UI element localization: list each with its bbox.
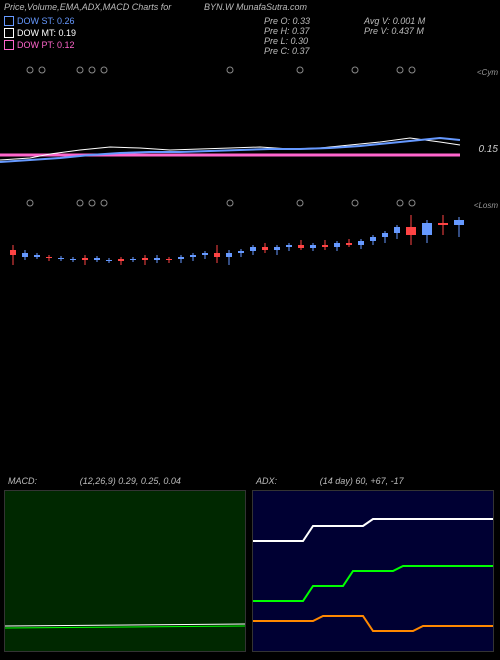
top-chart-svg: [0, 60, 470, 190]
chart-title-left: Price,Volume,EMA,ADX,MACD Charts for: [4, 2, 171, 12]
price-mark-label: 0.15: [479, 144, 498, 155]
adx-params: (14 day) 60, +67, -17: [320, 476, 404, 486]
macd-label-row: MACD: (12,26,9) 0.29, 0.25, 0.04: [8, 476, 181, 487]
indicator-box-icon: [4, 16, 14, 26]
stats-col1: Pre O: 0.33 Pre H: 0.37 Pre L: 0.30 Pre …: [264, 16, 310, 56]
top-line-chart: <Cym 0.15: [0, 60, 500, 190]
header-block: Price,Volume,EMA,ADX,MACD Charts for BYN…: [4, 2, 496, 57]
macd-panel: [4, 490, 246, 652]
macd-label: MACD:: [8, 476, 37, 486]
stats-col2: Avg V: 0.001 M Pre V: 0.437 M: [364, 16, 425, 36]
macd-params: (12,26,9) 0.29, 0.25, 0.04: [80, 476, 181, 486]
indicator-box-icon: [4, 28, 14, 38]
indicator-dow-mt: DOW MT: 0.19: [4, 28, 76, 38]
macd-svg: [5, 491, 245, 651]
mid-chart-svg: [0, 195, 480, 455]
chart-title-right: BYN.W MunafaSutra.com: [204, 2, 307, 12]
indicator-dow-pt: DOW PT: 0.12: [4, 40, 75, 50]
adx-label: ADX:: [256, 476, 277, 486]
candlestick-chart: <Losm: [0, 195, 500, 455]
top-side-label: <Cym: [477, 68, 498, 77]
adx-panel: [252, 490, 494, 652]
indicator-box-icon: [4, 40, 14, 50]
indicator-dow-st: DOW ST: 0.26: [4, 16, 75, 26]
adx-label-row: ADX: (14 day) 60, +67, -17: [256, 476, 404, 487]
adx-svg: [253, 491, 493, 651]
